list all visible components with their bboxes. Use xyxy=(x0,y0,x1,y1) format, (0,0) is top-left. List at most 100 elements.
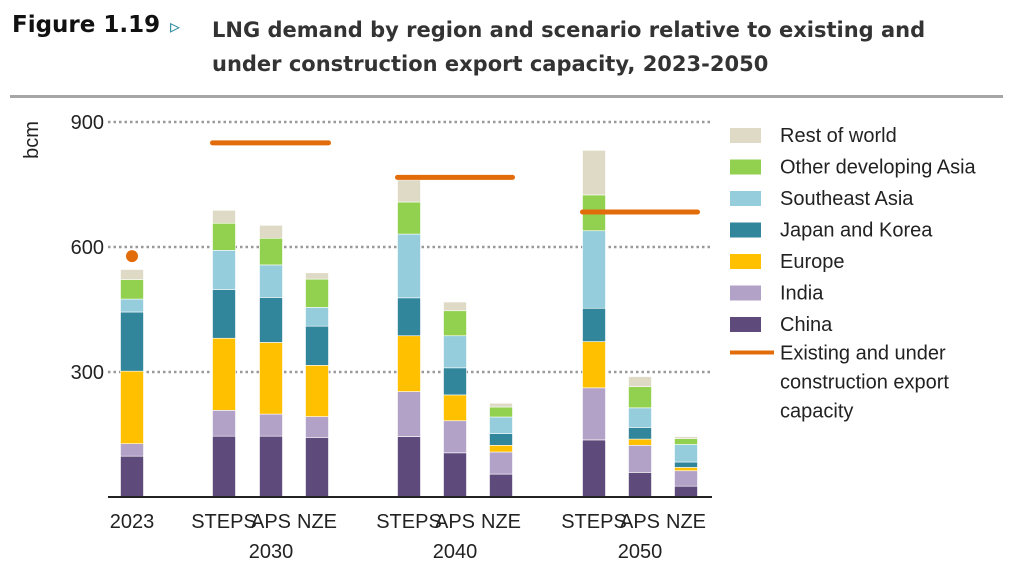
bar-segment-china xyxy=(674,485,698,498)
bar-segment-india xyxy=(443,420,467,454)
bar-segment-rest-of-world xyxy=(397,179,421,203)
x-tick-label: APS xyxy=(435,511,475,533)
bar-segment-india xyxy=(305,416,329,438)
legend-label: Europe xyxy=(780,251,845,273)
y-axis-label: bcm xyxy=(21,121,43,159)
bar-segment-china xyxy=(628,472,652,498)
x-tick-label: NZE xyxy=(297,511,337,533)
bar-segment-southeast-asia xyxy=(628,407,652,428)
bar-segment-other-developing-asia xyxy=(397,201,421,235)
legend-label: Existing and under construction export cap… xyxy=(780,343,949,423)
bar-segment-europe xyxy=(120,370,144,444)
bar-segment-rest-of-world xyxy=(674,436,698,439)
legend-label: China xyxy=(780,314,833,336)
bar-segment-europe xyxy=(628,438,652,446)
figure-label: Figure 1.19 xyxy=(12,12,161,38)
bar-segment-europe xyxy=(212,337,236,411)
y-tick-label: 300 xyxy=(71,362,104,384)
bar-segment-southeast-asia xyxy=(489,416,513,434)
bar-segment-europe xyxy=(305,365,329,417)
x-group-label: 2030 xyxy=(249,541,294,563)
bar-segment-india xyxy=(259,413,283,437)
legend-swatch xyxy=(730,191,761,206)
bar-segment-china xyxy=(582,439,606,498)
bar-segment-china xyxy=(120,455,144,498)
x-group-label: 2040 xyxy=(433,541,478,563)
bar-segment-china xyxy=(259,435,283,498)
bar-segment-europe xyxy=(397,335,421,392)
x-tick-label: APS xyxy=(620,511,660,533)
bar-segment-other-developing-asia xyxy=(212,222,236,251)
bar-segment-other-developing-asia xyxy=(443,310,467,337)
bar-segment-other-developing-asia xyxy=(305,278,329,308)
bar-segment-india xyxy=(212,410,236,437)
legend-swatch xyxy=(730,128,761,143)
x-tick-label: APS xyxy=(251,511,291,533)
chart-title: LNG demand by region and scenario relati… xyxy=(212,18,926,76)
bar-segment-other-developing-asia xyxy=(674,438,698,445)
bar-segment-europe xyxy=(489,445,513,453)
bar-segment-india xyxy=(397,391,421,437)
bar-segment-japan-and-korea xyxy=(582,307,606,342)
bar-segment-southeast-asia xyxy=(305,307,329,327)
bar-segment-china xyxy=(489,473,513,498)
x-tick-label: NZE xyxy=(666,511,706,533)
bar-segment-china xyxy=(305,437,329,498)
bar-segment-other-developing-asia xyxy=(259,237,283,266)
bar-segment-europe xyxy=(674,467,698,472)
bar-segment-europe xyxy=(443,394,467,422)
x-group-label: 2050 xyxy=(618,541,663,563)
bar-segment-india xyxy=(582,387,606,441)
triangle-icon: ▹ xyxy=(170,16,181,38)
legend-swatch xyxy=(730,222,761,238)
x-tick-label: STEPS xyxy=(561,511,627,533)
title-divider xyxy=(10,95,1003,98)
bar-segment-japan-and-korea xyxy=(674,461,698,468)
bar-segment-rest-of-world xyxy=(628,376,652,387)
bar-segment-rest-of-world xyxy=(259,225,283,239)
legend-swatch xyxy=(730,285,761,301)
legend-label: Other developing Asia xyxy=(780,157,977,179)
bar-segment-japan-and-korea xyxy=(120,311,144,372)
legend-label: India xyxy=(780,283,824,305)
bar-segment-southeast-asia xyxy=(259,264,283,298)
bar-segment-southeast-asia xyxy=(443,335,467,369)
bar-segment-rest-of-world xyxy=(582,150,606,196)
bar-segment-india xyxy=(120,443,144,457)
bar-segment-japan-and-korea xyxy=(628,427,652,440)
bar-segment-china xyxy=(443,452,467,498)
legend-label: Rest of world xyxy=(780,125,897,147)
y-tick-label: 600 xyxy=(71,237,104,259)
x-tick-label: STEPS xyxy=(376,511,442,533)
bar-segment-japan-and-korea xyxy=(397,297,421,337)
bar-segment-japan-and-korea xyxy=(443,367,467,396)
x-tick-label: 2023 xyxy=(110,511,155,533)
bar-segment-europe xyxy=(259,342,283,415)
bar-segment-rest-of-world xyxy=(212,210,236,224)
legend-label: Southeast Asia xyxy=(780,188,914,210)
legend-swatch xyxy=(730,254,761,269)
bar-segment-rest-of-world xyxy=(489,402,513,408)
bar-segment-rest-of-world xyxy=(443,301,467,312)
x-tick-label: STEPS xyxy=(191,511,257,533)
bar-segment-china xyxy=(212,435,236,498)
bar-segment-southeast-asia xyxy=(212,250,236,290)
bar-segment-southeast-asia xyxy=(674,444,698,463)
x-tick-label: NZE xyxy=(481,511,521,533)
bar-segment-other-developing-asia xyxy=(120,279,144,300)
bar-segment-southeast-asia xyxy=(582,230,606,309)
bar-segment-southeast-asia xyxy=(397,233,421,299)
bar-segment-rest-of-world xyxy=(120,269,144,280)
y-tick-label: 900 xyxy=(71,112,104,134)
bar-segment-india xyxy=(674,470,698,487)
bar-segment-other-developing-asia xyxy=(628,386,652,409)
bar-segment-india xyxy=(489,451,513,475)
legend-swatch xyxy=(730,159,761,175)
bar-segment-india xyxy=(628,445,652,473)
bar-segment-japan-and-korea xyxy=(212,289,236,339)
bar-segment-europe xyxy=(582,341,606,389)
bar-segment-japan-and-korea xyxy=(489,433,513,446)
bar-segment-china xyxy=(397,436,421,498)
bar-segment-japan-and-korea xyxy=(259,297,283,343)
